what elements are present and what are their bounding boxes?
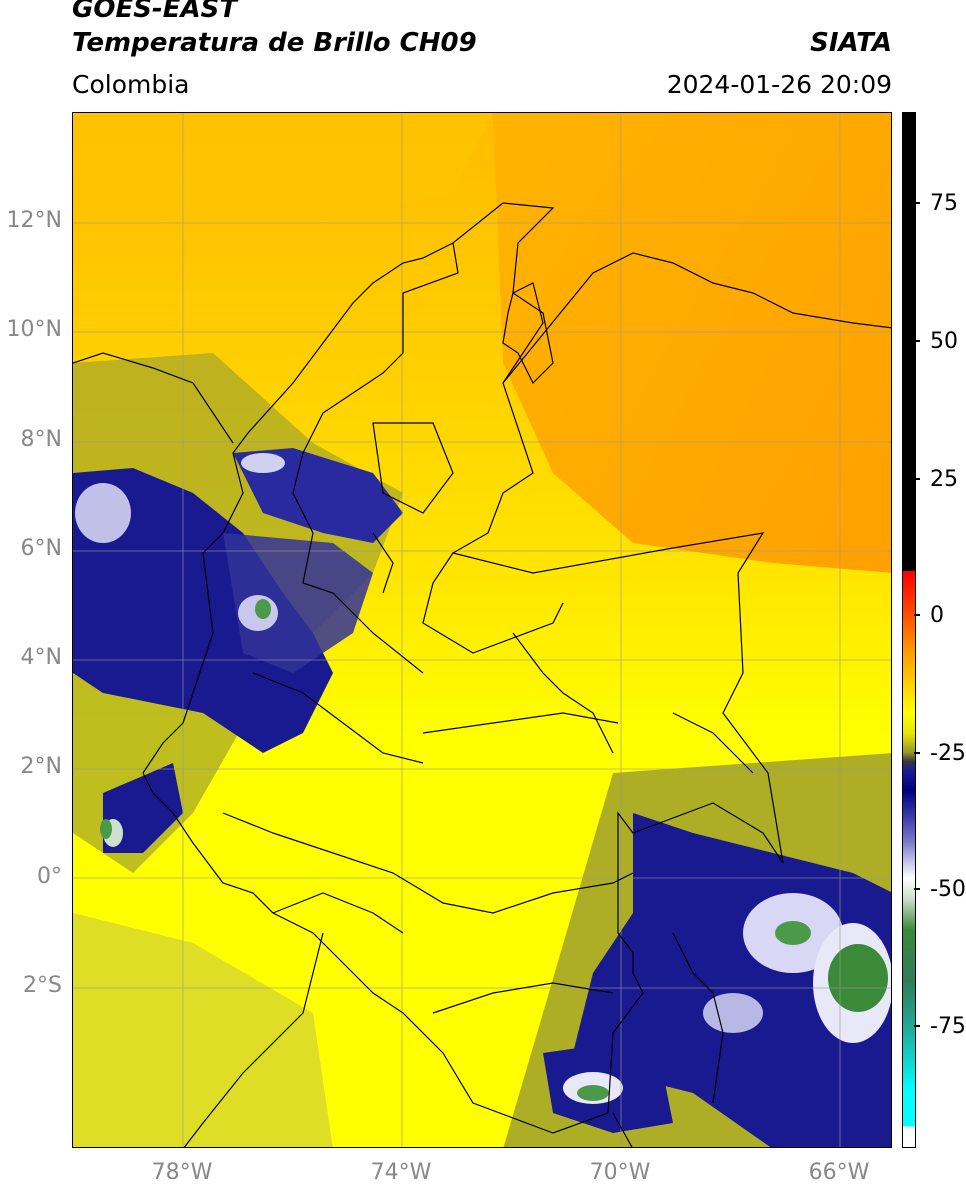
colorbar-tick-label: -25 (930, 741, 966, 766)
cloud-pacific (103, 763, 183, 853)
map-svg (73, 113, 891, 1147)
cloud-center (223, 533, 373, 673)
colorbar-tick-mark (914, 202, 920, 204)
cold-core-5 (100, 819, 112, 839)
colorbar-tick-mark (914, 888, 920, 890)
lat-tick-label: 2°N (20, 754, 62, 779)
cloud-north (233, 448, 403, 543)
colorbar-tick-label: -50 (930, 877, 966, 902)
cloud-core-1 (75, 483, 131, 543)
lat-tick-label: 2°S (23, 973, 62, 998)
lat-tick-label: 6°N (20, 536, 62, 561)
colorbar-tick-label: -75 (930, 1014, 966, 1039)
lon-tick-label: 70°W (589, 1160, 651, 1185)
satellite-map (72, 112, 892, 1148)
warm-region (493, 113, 891, 573)
cold-core-3 (577, 1085, 609, 1101)
colorbar-tick-label: 50 (930, 329, 958, 354)
product-title: Temperatura de Brillo CH09 (72, 28, 477, 58)
colorbar-tick-label: 75 (930, 191, 958, 216)
cloud-core-8 (703, 993, 763, 1033)
cloud-core-2 (241, 453, 285, 473)
colorbar (902, 112, 916, 1148)
lat-tick-label: 12°N (6, 208, 62, 233)
lat-tick-label: 10°N (6, 317, 62, 342)
colorbar-tick-mark (914, 752, 920, 754)
satellite-title: GOES-EAST (72, 0, 238, 24)
cloud-west (73, 468, 333, 753)
source-label: SIATA (810, 28, 892, 58)
colorbar-tick-mark (914, 340, 920, 342)
datetime-label: 2024-01-26 20:09 (666, 70, 892, 99)
warm-region-nw (73, 113, 493, 233)
gridlines (73, 113, 891, 1147)
lat-tick-label: 8°N (20, 427, 62, 452)
cold-core-4 (255, 599, 271, 619)
colorbar-tick-mark (914, 614, 920, 616)
colorbar-tick-mark (914, 1025, 920, 1027)
cold-core-1 (828, 944, 888, 1012)
lon-tick-label: 78°W (151, 1160, 213, 1185)
colorbar-tick-label: 25 (930, 467, 958, 492)
borders (73, 202, 891, 1147)
colorbar-tick-mark (914, 478, 920, 480)
cold-core-2 (775, 921, 811, 945)
colorbar-tick-label: 0 (930, 603, 944, 628)
lat-tick-label: 4°N (20, 645, 62, 670)
lon-tick-label: 66°W (808, 1160, 870, 1185)
lat-tick-label: 0° (37, 864, 62, 889)
region-label: Colombia (72, 70, 190, 99)
lon-tick-label: 74°W (370, 1160, 432, 1185)
olive-zone-southwest (73, 913, 333, 1147)
